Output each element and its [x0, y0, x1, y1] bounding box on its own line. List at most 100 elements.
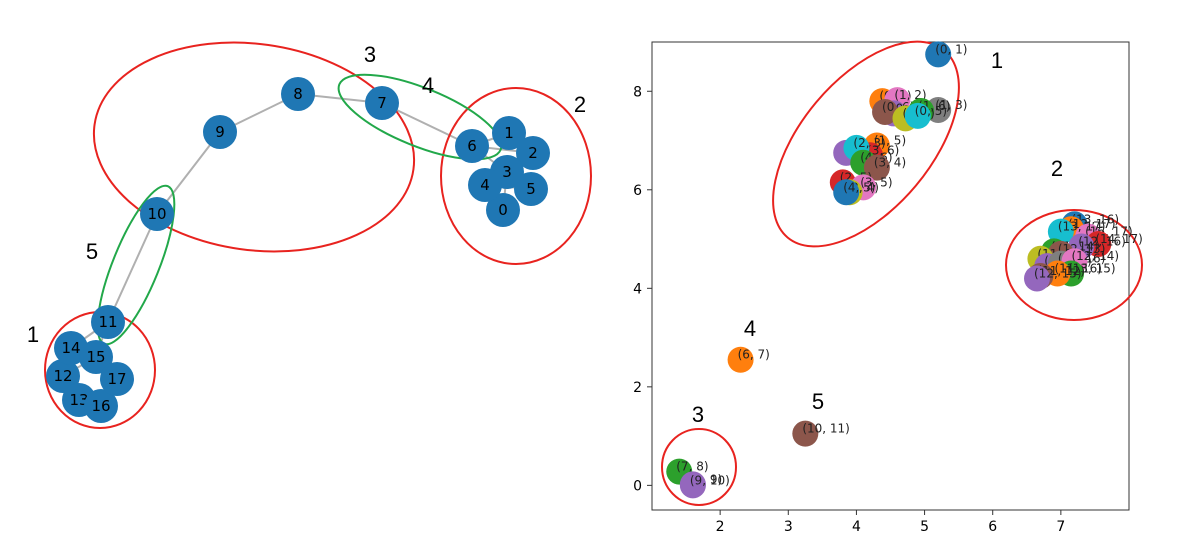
scatter-point-label: (1, 3) [935, 98, 967, 112]
graph-node-0: 0 [486, 193, 520, 227]
graph-node-label: 3 [502, 163, 512, 181]
scatter-point-label: (9, 10) [690, 473, 730, 487]
scatter-group-ellipse-3 [661, 428, 737, 506]
scatter-group-label-3: 3 [692, 402, 704, 427]
scatter-marker [904, 102, 931, 129]
graph-node-circle [203, 115, 237, 149]
graph-node-label: 13 [69, 391, 88, 409]
x-tick-label: 4 [852, 519, 861, 535]
scatter-point-label: (11, 16) [1054, 262, 1102, 276]
graph-node-circle [486, 193, 520, 227]
scatter-marker [727, 346, 754, 373]
graph-node-10: 10 [140, 197, 174, 231]
graph-node-circle [84, 389, 118, 423]
graph-node-circle [516, 136, 550, 170]
graph-node-label: 7 [377, 94, 387, 112]
graph-node-label: 5 [526, 180, 536, 198]
graph-node-label: 4 [480, 176, 490, 194]
scatter-marker [863, 154, 890, 181]
x-tick-label: 7 [1056, 519, 1065, 535]
scatter-point-label: (0, 5) [915, 104, 947, 118]
graph-group-label-5: 5 [86, 239, 98, 264]
scatter-point-label: (4, 5) [843, 180, 875, 194]
axis-ticks: 2 3 4 5 6 7 0 2 4 6 8 [633, 84, 1065, 535]
graph-node-label: 11 [98, 313, 117, 331]
scatter-point: (12, 15) [1024, 265, 1082, 292]
scatter-marker [679, 472, 706, 499]
scatter-point-label: (12, 16) [1078, 234, 1126, 248]
graph-node-circle [365, 86, 399, 120]
scatter-point-label: (1, 5) [874, 133, 906, 147]
scatter-point-label: (13, 16) [1071, 212, 1119, 226]
scatter-point-label: (13, 15) [1068, 262, 1116, 276]
scatter-points: (0, 1)(0, 2)(1, 2)(0, 3)(0, 6)(1, 3)(1, … [666, 41, 1143, 499]
scatter-point-label: (13, 17) [1058, 220, 1106, 234]
graph-group-ellipse-2 [440, 87, 592, 265]
graph-node-1: 1 [492, 116, 526, 150]
graph-node-label: 2 [528, 144, 538, 162]
graph-node-label: 8 [293, 85, 303, 103]
graph-node-circle [140, 197, 174, 231]
graph-node-label: 6 [467, 137, 477, 155]
scatter-group-label-2: 2 [1051, 156, 1063, 181]
scatter-point-label: (7, 8) [676, 460, 708, 474]
scatter-point-label: (12, 15) [1034, 266, 1082, 280]
edge-10-11 [107, 213, 158, 323]
scatter-point-label: (12, 14) [1071, 249, 1119, 263]
scatter-point-label: (6, 7) [738, 348, 770, 362]
graph-node-circle [100, 362, 134, 396]
graph-group-label-2: 2 [574, 92, 586, 117]
x-tick-label: 3 [784, 519, 793, 535]
edge-9-10 [156, 131, 221, 215]
graph-node-11: 11 [91, 305, 125, 339]
scatter-group-labels: 1 2 3 4 5 [692, 48, 1063, 427]
scatter-point-label: (3, 6) [867, 143, 899, 157]
scatter-point: (6, 7) [727, 346, 770, 373]
graph-group-ellipse-4 [337, 73, 503, 161]
graph-node-17: 17 [100, 362, 134, 396]
scatter-point: (3, 4) [863, 154, 906, 181]
graph-group-label-1: 1 [27, 322, 39, 347]
graph-group-label-3: 3 [364, 42, 376, 67]
graph-node-8: 8 [281, 77, 315, 111]
graph-node-label: 12 [53, 367, 72, 385]
y-tick-label: 2 [633, 380, 642, 396]
y-tick-label: 6 [633, 183, 642, 199]
graph-node-circle [91, 305, 125, 339]
scatter-point: (13, 17) [1047, 218, 1106, 245]
scatter-point: (4, 5) [833, 179, 875, 206]
scatter-marker [1024, 265, 1051, 292]
scatter-point-label: (0, 1) [935, 42, 967, 56]
graph-node-label: 14 [61, 339, 80, 357]
graph-node-label: 1 [504, 124, 514, 142]
graph-node-4: 4 [468, 168, 502, 202]
scatter-point-label: (14, 17) [1095, 232, 1143, 246]
graph-node-9: 9 [203, 115, 237, 149]
scatter-group-label-4: 4 [744, 316, 756, 341]
scatter-point: (0, 5) [904, 102, 947, 129]
scatter-marker [792, 420, 819, 447]
y-tick-label: 8 [633, 84, 642, 100]
graph-node-16: 16 [84, 389, 118, 423]
graph-node-circle [514, 172, 548, 206]
scatter-point-label: (3, 5) [860, 175, 892, 189]
y-tick-label: 0 [633, 478, 642, 494]
graph-node-12: 12 [46, 359, 80, 393]
graph-node-7: 7 [365, 86, 399, 120]
scatter-point-label: (10, 11) [802, 422, 850, 436]
scatter-marker [925, 41, 952, 68]
graph-group-ellipse-3 [92, 41, 416, 253]
graph-node-circle [46, 359, 80, 393]
graph-node-label: 17 [107, 370, 126, 388]
x-tick-label: 2 [716, 519, 725, 535]
scatter-point: (0, 6) [872, 98, 914, 125]
graph-node-label: 15 [86, 348, 105, 366]
graph-node-circle [468, 168, 502, 202]
graph-node-label: 9 [215, 123, 225, 141]
scatter-marker [872, 98, 899, 125]
graph-node-5: 5 [514, 172, 548, 206]
